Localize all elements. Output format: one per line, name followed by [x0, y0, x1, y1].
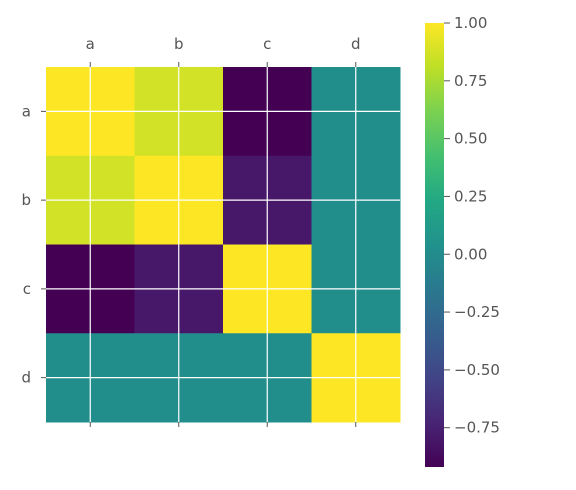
colorbar-tick-label: 1.00 — [454, 14, 487, 32]
colorbar-tick-label: 0.25 — [454, 187, 487, 205]
y-tick-label: a — [22, 102, 31, 120]
colorbar-tick-label: −0.75 — [454, 419, 500, 437]
colorbar-tick-label: 0.50 — [454, 130, 487, 148]
x-tick-label: d — [351, 35, 361, 53]
y-tick-label: c — [23, 280, 31, 298]
colorbar-tick-label: −0.50 — [454, 361, 500, 379]
y-tick-label: d — [21, 369, 31, 387]
y-tick-label: b — [21, 191, 31, 209]
x-tick-label: c — [263, 35, 271, 53]
colorbar-tick-label: −0.25 — [454, 303, 500, 321]
colorbar — [425, 23, 444, 467]
x-tick-label: a — [86, 35, 95, 53]
colorbar-tick-label: 0.75 — [454, 72, 487, 90]
colorbar-tick-label: 0.00 — [454, 245, 487, 263]
x-tick-label: b — [174, 35, 184, 53]
